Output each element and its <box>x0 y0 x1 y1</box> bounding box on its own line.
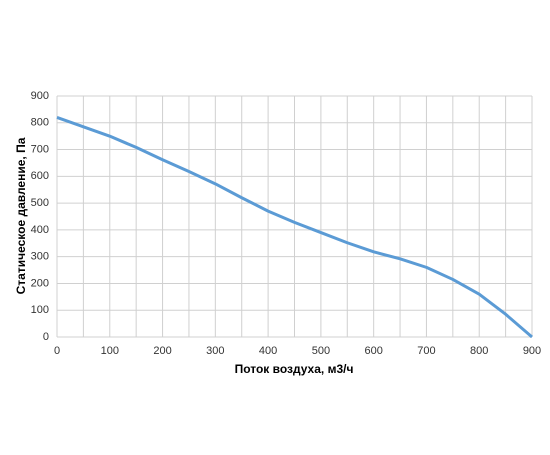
x-tick-label: 0 <box>54 345 60 357</box>
y-tick-label: 500 <box>31 197 49 209</box>
y-tick-label: 0 <box>43 331 49 343</box>
y-tick-label: 100 <box>31 304 49 316</box>
x-tick-label: 200 <box>153 345 171 357</box>
x-tick-label: 100 <box>101 345 119 357</box>
x-axis-title: Поток воздуха, м3/ч <box>235 362 354 376</box>
y-tick-label: 300 <box>31 251 49 263</box>
y-tick-label: 600 <box>31 170 49 182</box>
x-tick-label: 300 <box>206 345 224 357</box>
x-tick-label: 900 <box>523 345 541 357</box>
y-tick-label: 400 <box>31 224 49 236</box>
x-tick-label: 600 <box>364 345 382 357</box>
y-axis-title: Статическое давление, Па <box>14 137 28 294</box>
x-tick-label: 700 <box>417 345 435 357</box>
y-tick-label: 800 <box>31 117 49 129</box>
x-tick-label: 800 <box>470 345 488 357</box>
y-tick-label: 700 <box>31 143 49 155</box>
x-tick-label: 400 <box>259 345 277 357</box>
data-line <box>56 116 533 339</box>
y-tick-label: 200 <box>31 277 49 289</box>
x-tick-label: 500 <box>312 345 330 357</box>
y-tick-label: 900 <box>31 90 49 102</box>
